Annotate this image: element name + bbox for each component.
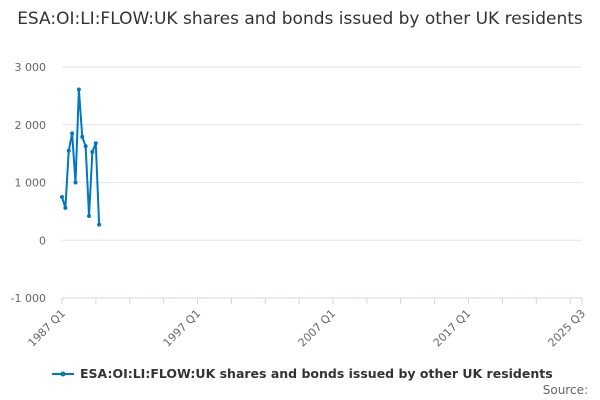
data-point bbox=[80, 134, 85, 139]
series-line bbox=[61, 88, 101, 225]
y-tick-label: 1 000 bbox=[15, 177, 47, 190]
legend-marker-icon bbox=[52, 371, 74, 376]
data-point bbox=[66, 148, 71, 153]
data-point bbox=[87, 213, 92, 218]
legend-label: ESA:OI:LI:FLOW:UK shares and bonds issue… bbox=[80, 366, 553, 381]
legend[interactable]: ESA:OI:LI:FLOW:UK shares and bonds issue… bbox=[52, 366, 553, 381]
x-tick-label: 1987 Q1 bbox=[26, 307, 69, 350]
data-point bbox=[60, 194, 64, 199]
x-tick-label: 2025 Q3 bbox=[546, 307, 589, 350]
data-point bbox=[63, 205, 68, 210]
data-point bbox=[93, 141, 98, 146]
y-tick-label: 0 bbox=[39, 234, 46, 247]
chart-title: ESA:OI:LI:FLOW:UK shares and bonds issue… bbox=[17, 9, 583, 29]
data-point bbox=[83, 144, 88, 149]
y-tick-label: 3 000 bbox=[15, 61, 47, 74]
data-point bbox=[76, 87, 81, 92]
y-tick-label: -1 000 bbox=[11, 292, 46, 305]
source-label: Source: bbox=[542, 383, 588, 397]
x-tick-label: 2017 Q1 bbox=[431, 307, 474, 350]
y-tick-label: 2 000 bbox=[15, 119, 47, 132]
data-point bbox=[97, 222, 102, 227]
data-point bbox=[70, 131, 75, 136]
data-point bbox=[73, 180, 78, 185]
data-point bbox=[90, 149, 95, 154]
x-tick-label: 1997 Q1 bbox=[161, 307, 204, 350]
x-tick-label: 2007 Q1 bbox=[296, 307, 339, 350]
